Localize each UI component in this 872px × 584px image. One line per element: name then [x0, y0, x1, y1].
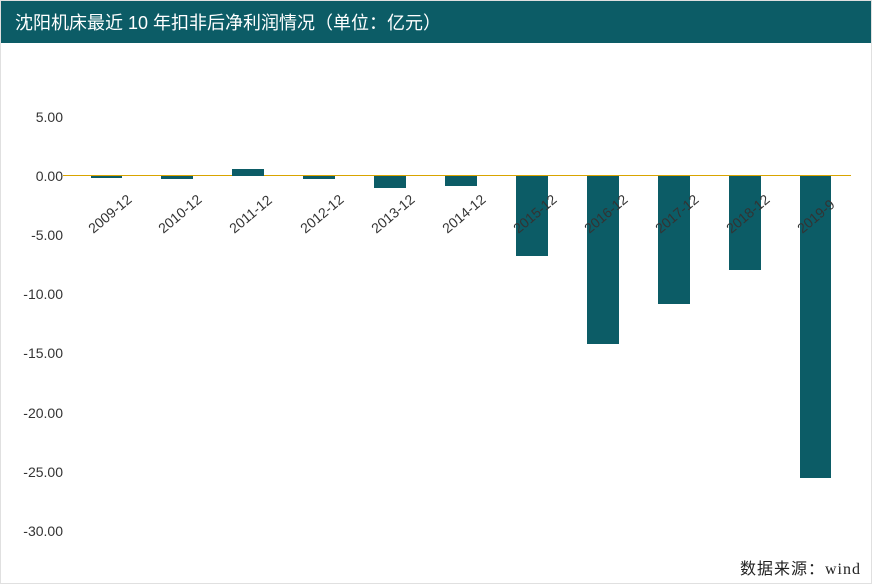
bar	[374, 176, 406, 188]
bar	[232, 169, 264, 176]
y-tick-label: -5.00	[3, 227, 63, 243]
x-tick-label: 2014-12	[439, 191, 489, 236]
y-tick-label: -25.00	[3, 464, 63, 480]
y-tick-label: 5.00	[3, 109, 63, 125]
y-tick-label: -15.00	[3, 345, 63, 361]
bar	[91, 176, 123, 178]
x-tick-label: 2011-12	[226, 191, 275, 236]
y-tick-label: -10.00	[3, 286, 63, 302]
x-tick-label: 2009-12	[85, 191, 135, 236]
data-source: 数据来源：wind	[740, 555, 861, 579]
x-tick-label: 2010-12	[155, 191, 205, 236]
chart-title: 沈阳机床最近 10 年扣非后净利润情况（单位：亿元）	[1, 1, 871, 43]
x-tick-label: 2012-12	[297, 191, 347, 236]
chart-container: 沈阳机床最近 10 年扣非后净利润情况（单位：亿元） 5.000.00-5.00…	[0, 0, 872, 584]
plot-area: 5.000.00-5.00-10.00-15.00-20.00-25.00-30…	[71, 81, 851, 531]
y-tick-label: -20.00	[3, 405, 63, 421]
bar	[303, 176, 335, 179]
bar	[161, 176, 193, 179]
y-tick-label: 0.00	[3, 168, 63, 184]
bar	[445, 176, 477, 187]
x-tick-label: 2013-12	[368, 191, 418, 236]
y-tick-label: -30.00	[3, 523, 63, 539]
